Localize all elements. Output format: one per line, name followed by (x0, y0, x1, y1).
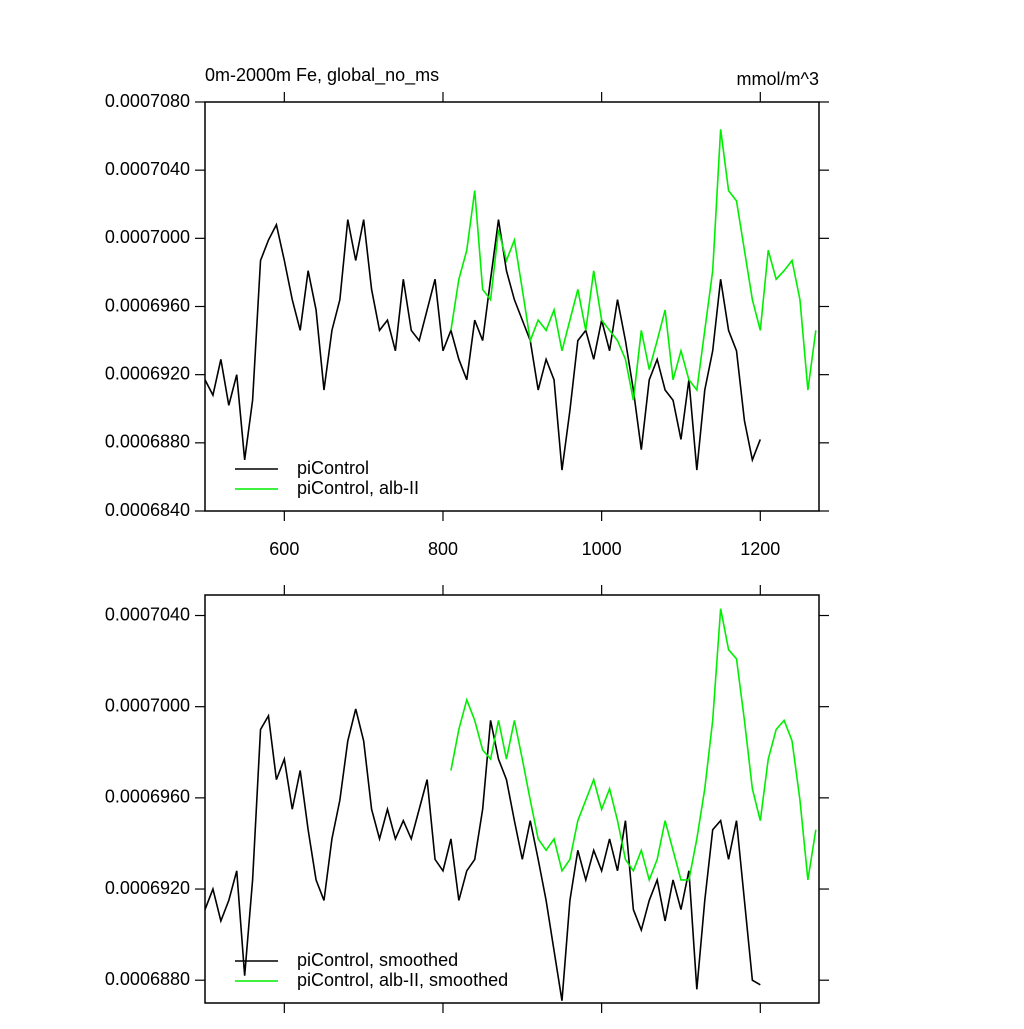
series-line (204, 219, 762, 471)
x-tick-label: 1000 (582, 539, 622, 559)
legend-label: piControl, alb-II (297, 478, 419, 498)
y-tick-label: 0.0006960 (105, 295, 190, 315)
y-tick-label: 0.0007040 (105, 159, 190, 179)
y-tick-label: 0.0006920 (105, 878, 190, 898)
units-label: mmol/m^3 (737, 69, 819, 89)
x-tick-label: 1200 (740, 539, 780, 559)
y-tick-label: 0.0006840 (105, 500, 190, 520)
y-tick-label: 0.0007040 (105, 604, 190, 624)
y-tick-label: 0.0006960 (105, 787, 190, 807)
y-tick-label: 0.0007080 (105, 91, 190, 111)
legend-label: piControl (297, 458, 369, 478)
x-tick-label: 600 (269, 539, 299, 559)
y-tick-label: 0.0007000 (105, 695, 190, 715)
plot-frame (204, 101, 820, 512)
legend-label: piControl, smoothed (297, 950, 458, 970)
plot-frame (204, 594, 820, 1004)
series-line (450, 608, 817, 883)
series-line (450, 129, 817, 401)
y-tick-label: 0.0006880 (105, 969, 190, 989)
series-line (204, 708, 761, 1001)
y-tick-label: 0.0006880 (105, 432, 190, 452)
y-tick-label: 0.0007000 (105, 227, 190, 247)
chart-title: 0m-2000m Fe, global_no_ms (205, 65, 439, 86)
x-tick-label: 800 (428, 539, 458, 559)
legend-label: piControl, alb-II, smoothed (297, 970, 508, 990)
y-tick-label: 0.0006920 (105, 363, 190, 383)
